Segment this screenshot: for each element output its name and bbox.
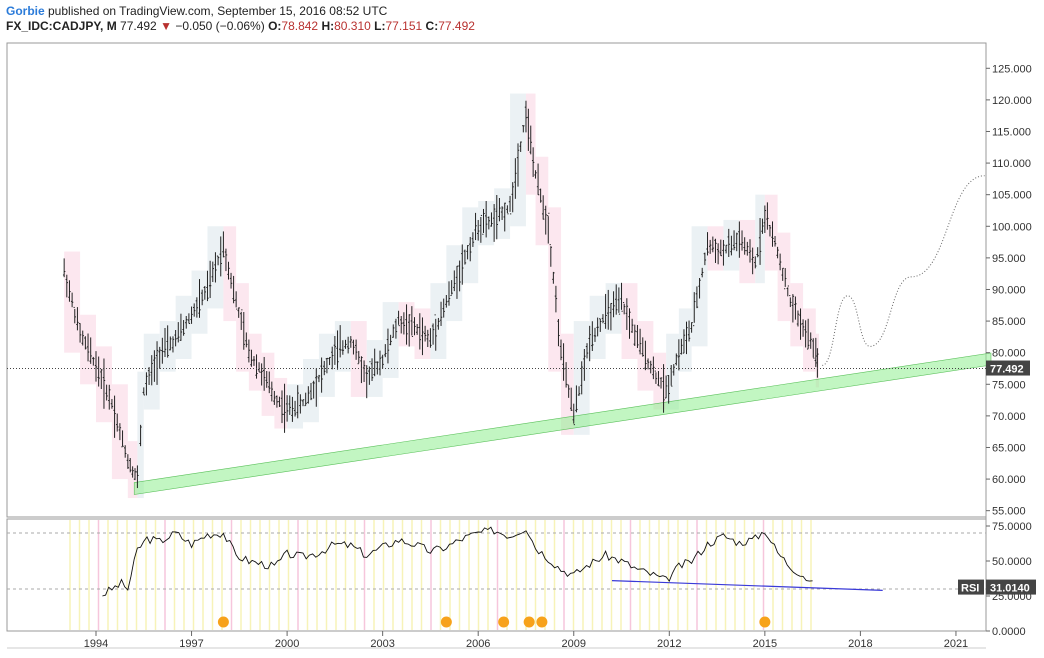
published-text: published on TradingView.com, September … <box>44 4 388 18</box>
rsi-tick-label: 0.0000 <box>992 626 1026 638</box>
author-link[interactable]: Gorbie <box>6 4 45 18</box>
rsi-tick-label: 75.0000 <box>992 521 1032 533</box>
rsi-value-tag <box>986 579 1036 595</box>
price-tick-label: 65.000 <box>992 442 1026 454</box>
price-tick-label: 60.000 <box>992 474 1026 486</box>
ohlc-open: O:78.842 <box>268 19 319 33</box>
range-box <box>223 226 237 322</box>
price-tick-label: 120.000 <box>992 95 1032 107</box>
rsi-tick-label: 50.0000 <box>992 556 1032 568</box>
range-box <box>666 333 679 410</box>
open-value: 78.842 <box>281 19 319 33</box>
range-box <box>535 156 549 246</box>
price-candles: 77.492 <box>7 100 1030 489</box>
down-arrow-icon: ▼ <box>160 19 172 33</box>
price-tick-label: 70.000 <box>992 411 1026 423</box>
rsi-pane-frame <box>6 518 987 632</box>
projection-dotted-line <box>821 175 985 366</box>
last-price-tag-label: 77.492 <box>990 364 1024 376</box>
time-tick-label: 2021 <box>944 638 968 650</box>
price-tick-label: 105.000 <box>992 190 1032 202</box>
projection-path <box>821 175 985 366</box>
price-tick-label: 95.000 <box>992 253 1026 265</box>
price-tick-label: 90.000 <box>992 284 1026 296</box>
time-tick-label: 2006 <box>466 638 490 650</box>
range-box <box>653 352 667 410</box>
time-tick-label: 1994 <box>84 638 108 650</box>
ohlc-close: C:77.492 <box>425 19 475 33</box>
time-axis: 1994 1997 2000 2003 2006 2009 2012 2015 2018 2021 <box>84 631 968 650</box>
time-tick-label: 2018 <box>848 638 872 650</box>
price-tick-label: 55.000 <box>992 506 1026 518</box>
price-tick-label: 115.000 <box>992 126 1031 138</box>
last-price-tag <box>986 360 1030 376</box>
close-value: 77.492 <box>438 19 475 33</box>
signal-marker <box>217 616 229 628</box>
publish-line: Gorbie published on TradingView.com, Sep… <box>6 4 1036 19</box>
price-tick-label: 110.000 <box>992 158 1031 170</box>
price-tick-label: 75.000 <box>992 379 1026 391</box>
signal-marker <box>536 616 548 628</box>
rsi-name-tag <box>958 579 984 595</box>
chart-header: Gorbie published on TradingView.com, Sep… <box>6 4 1036 38</box>
price-tick-label: 85.000 <box>992 316 1026 328</box>
symbol-name[interactable]: FX_IDC:CADJPY, M <box>6 19 117 33</box>
time-tick-label: 2012 <box>657 638 681 650</box>
range-box <box>764 194 778 271</box>
signal-marker <box>440 616 452 628</box>
time-tick-label: 2003 <box>370 638 394 650</box>
ohlc-high: H:80.310 <box>321 19 371 33</box>
range-box <box>777 232 791 322</box>
range-box <box>678 308 692 372</box>
rsi-name-label: RSI <box>961 583 979 595</box>
last-price: 77.492 <box>120 19 157 33</box>
time-tick-label: 2015 <box>753 638 777 650</box>
rsi-trend-line <box>611 580 883 591</box>
range-box <box>548 207 562 372</box>
low-value: 77.151 <box>385 19 423 33</box>
rsi-line <box>102 526 813 597</box>
price-tick-label: 80.000 <box>992 348 1026 360</box>
range-box <box>561 333 574 435</box>
price-axis: 125.000 120.000 115.000 110.000 105.000 100.0… <box>986 63 1032 518</box>
rsi-value-label: 31.0140 <box>990 583 1030 595</box>
range-box <box>274 377 288 429</box>
ohlc-low: L:77.151 <box>374 19 423 33</box>
range-box <box>261 352 275 416</box>
price-tick-label: 125.000 <box>992 63 1032 75</box>
time-tick-label: 2009 <box>562 638 586 650</box>
symbol-line: FX_IDC:CADJPY, M 77.492 ▼ −0.050 (−0.06%… <box>6 19 1036 34</box>
price-tick-label: 100.000 <box>992 221 1032 233</box>
signal-marker <box>759 616 771 628</box>
range-box <box>803 308 816 372</box>
range-box <box>236 283 249 372</box>
price-change: −0.050 (−0.06%) <box>175 19 265 33</box>
signal-marker <box>498 616 510 628</box>
range-box <box>248 333 262 391</box>
range-box <box>790 283 804 347</box>
price-pane-frame <box>6 42 987 518</box>
high-value: 80.310 <box>334 19 371 33</box>
time-tick-label: 1997 <box>179 638 203 650</box>
time-tick-label: 2000 <box>275 638 299 650</box>
signal-marker <box>523 616 535 628</box>
